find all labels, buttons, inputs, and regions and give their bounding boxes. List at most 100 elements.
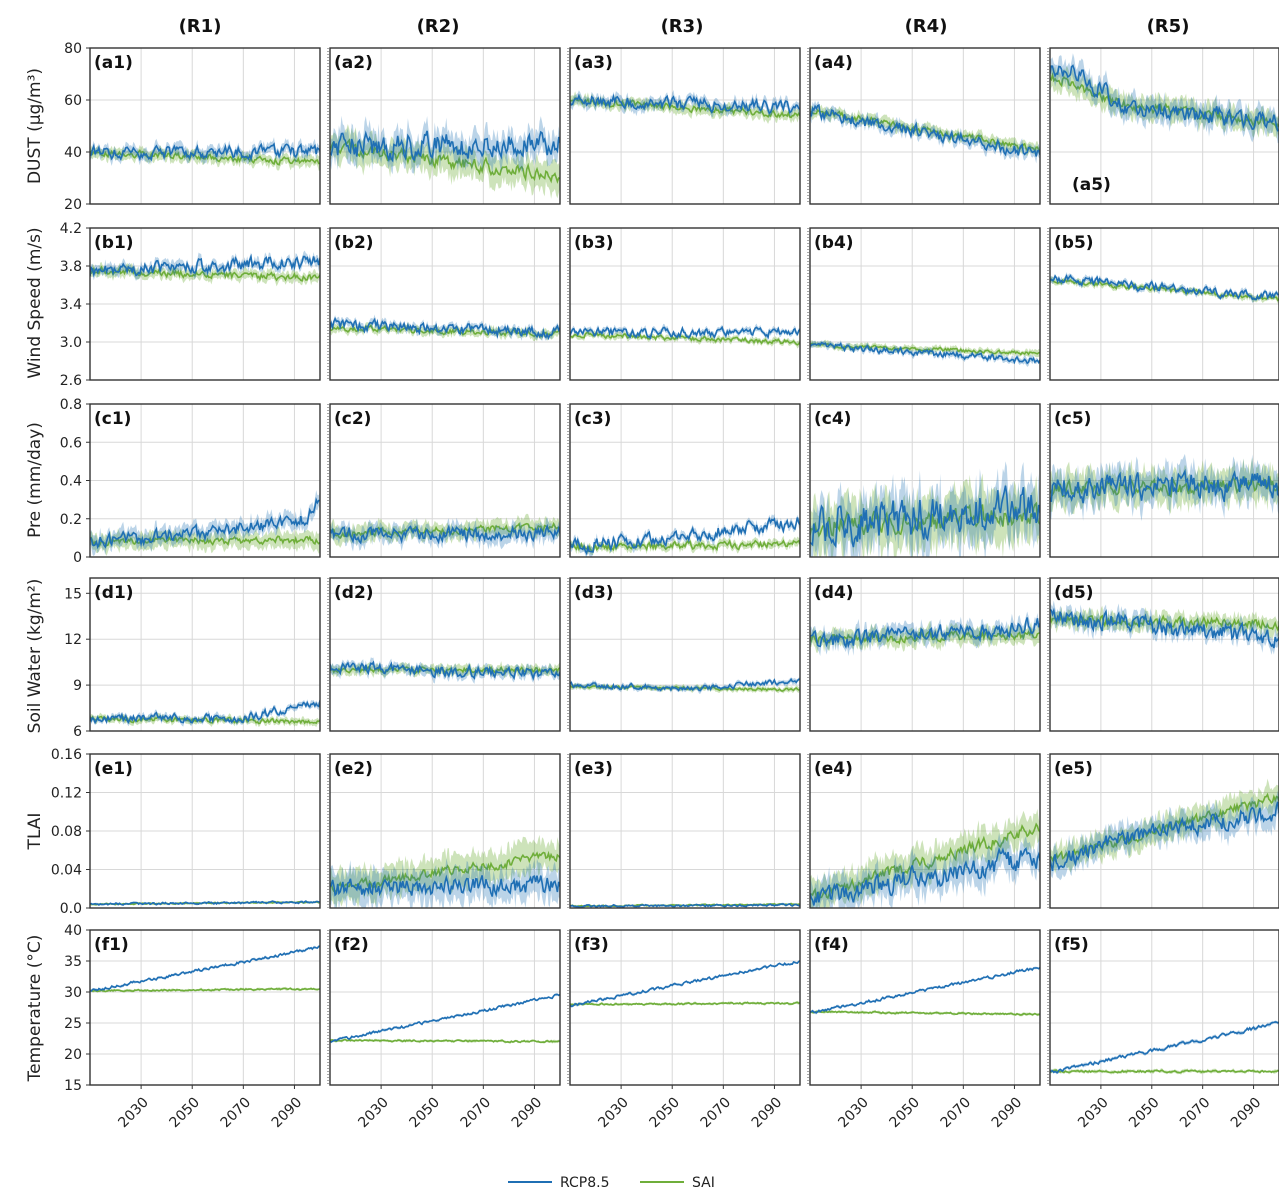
y-tick-label: 0.6 — [60, 435, 82, 451]
sai-spread-band — [330, 661, 560, 679]
panel-frame — [809, 227, 1041, 381]
x-tick-label: 2030 — [115, 1095, 152, 1132]
panel-b2: (b2) — [327, 227, 561, 381]
sai-spread-band — [90, 712, 320, 728]
x-tick-label: 2090 — [509, 1095, 546, 1132]
rcp85-spread-band — [90, 137, 320, 166]
panel-e5: (e5) — [1047, 753, 1279, 909]
column-title-r5: (R5) — [1147, 16, 1190, 37]
panel-frame — [329, 227, 561, 381]
series-group — [90, 250, 320, 287]
rcp85-series-line — [90, 142, 320, 162]
column-title-r2: (R2) — [417, 16, 460, 37]
panel-tag: (b3) — [574, 233, 614, 253]
x-tick-label: 2090 — [269, 1095, 306, 1132]
rcp85-spread-band — [810, 461, 1040, 557]
y-tick-label: 0 — [73, 550, 82, 566]
y-tick-label: 25 — [64, 1016, 82, 1032]
y-label-tlai: TLAI — [25, 813, 45, 851]
series-group — [810, 461, 1040, 557]
panel-d5: (d5) — [1047, 577, 1279, 732]
rcp85-series-line — [810, 103, 1040, 157]
panel-tag: (c3) — [574, 409, 611, 429]
y-tick-label: 40 — [64, 145, 82, 161]
panel-e3: (e3) — [567, 753, 801, 909]
sai-series-line — [330, 665, 560, 675]
panel-frame — [89, 47, 321, 205]
panel-frame — [569, 47, 801, 205]
x-tick-label: 2030 — [595, 1095, 632, 1132]
panel-tag: (d2) — [334, 583, 374, 603]
panel-tag: (f3) — [574, 935, 609, 955]
y-tick-label: 0.2 — [60, 512, 82, 528]
panel-frame — [809, 929, 1041, 1086]
series-group — [570, 902, 800, 908]
panel-b1: 2.6 3.0 3.4 3.8 4.2 (b1) — [60, 221, 321, 389]
series-group — [1050, 53, 1279, 144]
rcp85-spread-band — [570, 959, 800, 1008]
column-title-r1: (R1) — [179, 16, 222, 37]
rcp85-spread-band — [570, 677, 800, 694]
panel-frame — [569, 227, 801, 381]
panel-c2: (c2) — [327, 403, 561, 558]
rcp85-series-line — [1050, 273, 1279, 301]
rcp85-spread-band — [810, 833, 1040, 908]
panel-d2: (d2) — [327, 577, 561, 732]
x-tick-label: 2050 — [647, 1095, 684, 1132]
y-tick-label: 9 — [73, 678, 82, 694]
series-group — [90, 900, 320, 907]
x-tick-label: 2070 — [698, 1095, 735, 1132]
panel-e2: (e2) — [327, 753, 561, 909]
rcp85-spread-band — [1050, 453, 1279, 522]
panel-frame — [329, 929, 561, 1086]
rcp85-series-line — [570, 903, 800, 908]
y-tick-label: 3.0 — [60, 335, 82, 351]
rcp85-series-line — [570, 325, 800, 340]
panel-tag: (d3) — [574, 583, 614, 603]
panel-c1: 0 0.2 0.4 0.6 0.8 (c1) — [60, 397, 321, 566]
x-tick-label: 2050 — [407, 1095, 444, 1132]
panel-tag: (c2) — [334, 409, 371, 429]
panel-tag: (f2) — [334, 935, 369, 955]
panel-tag: (c5) — [1054, 409, 1091, 429]
sai-series-line — [570, 539, 800, 553]
rcp85-series-line — [810, 341, 1040, 365]
series-group — [330, 657, 560, 684]
panel-frame — [1049, 577, 1279, 732]
series-group — [570, 959, 800, 1008]
y-tick-label: 0.12 — [51, 786, 82, 802]
rcp85-series-line — [90, 900, 320, 907]
series-group — [90, 697, 320, 728]
rcp85-spread-band — [570, 514, 800, 557]
panel-a4: (a4) — [807, 47, 1041, 205]
y-tick-label: 0.8 — [60, 397, 82, 413]
panel-tag: (e4) — [814, 759, 853, 779]
y-tick-label: 20 — [64, 197, 82, 213]
panel-frame — [329, 47, 561, 205]
rcp85-spread-band — [330, 115, 560, 175]
sai-series-line — [570, 1001, 800, 1006]
series-group — [570, 677, 800, 694]
rcp85-series-line — [90, 253, 320, 278]
panel-f2: 2030 2050 2070 2090 (f2) — [327, 929, 561, 1132]
sai-spread-band — [810, 473, 1040, 557]
series-group — [810, 611, 1040, 657]
sai-series-line — [810, 822, 1040, 900]
rcp85-series-line — [330, 993, 560, 1043]
series-group — [1050, 453, 1279, 522]
x-tick-label: 2030 — [1075, 1095, 1112, 1132]
panel-d3: (d3) — [567, 577, 801, 732]
series-group — [1050, 600, 1279, 655]
panel-d4: (d4) — [807, 577, 1041, 732]
y-label-temperature: Temperature (°C) — [25, 935, 45, 1083]
rcp85-series-line — [330, 874, 560, 898]
panel-c5: (c5) — [1047, 403, 1279, 558]
panel-b3: (b3) — [567, 227, 801, 381]
sai-spread-band — [1050, 64, 1279, 139]
rcp85-series-line — [1050, 1021, 1279, 1074]
panel-tag: (d1) — [94, 583, 134, 603]
panel-frame — [1049, 403, 1279, 558]
column-title-r4: (R4) — [905, 16, 948, 37]
rcp85-series-line — [570, 960, 800, 1008]
panel-frame — [809, 47, 1041, 205]
